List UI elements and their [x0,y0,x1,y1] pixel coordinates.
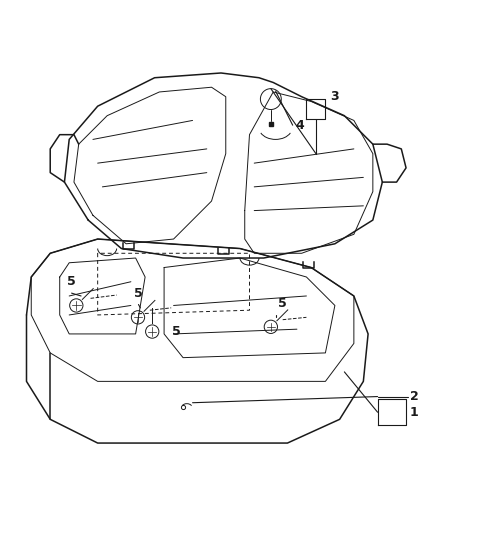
Text: 5: 5 [278,297,287,310]
Text: 2: 2 [410,390,419,403]
Text: 5: 5 [172,325,180,337]
Text: 3: 3 [330,90,339,103]
Text: 5: 5 [134,287,143,300]
Text: 1: 1 [410,406,419,419]
Text: 4: 4 [295,119,304,132]
Text: 5: 5 [67,275,76,289]
